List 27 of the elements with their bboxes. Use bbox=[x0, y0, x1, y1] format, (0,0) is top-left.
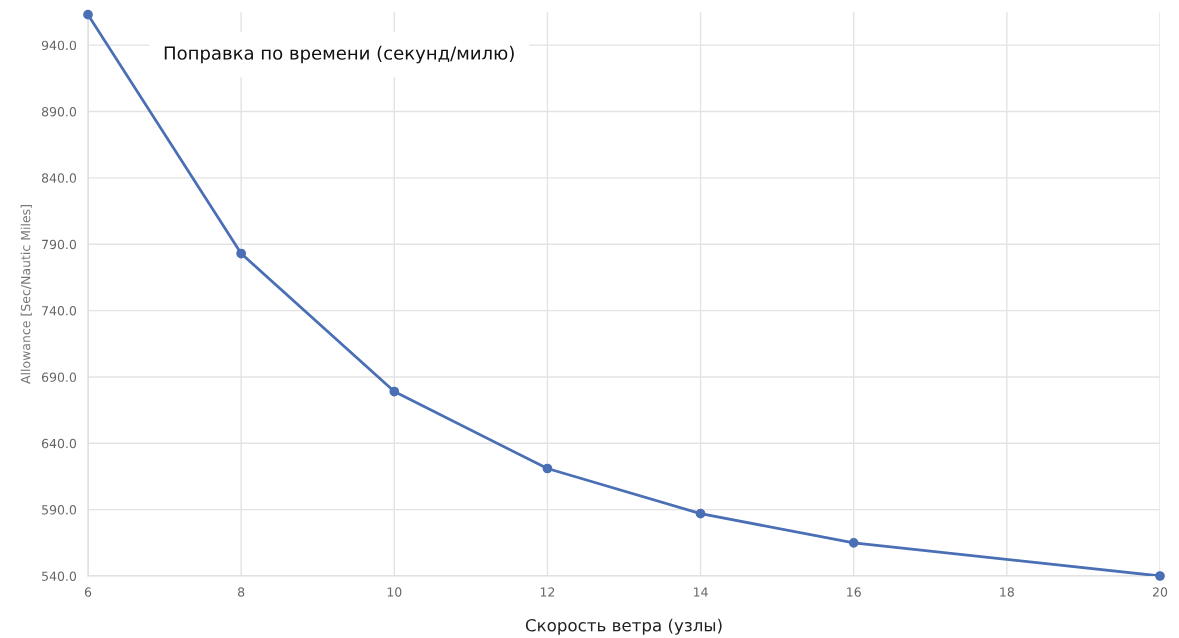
point bbox=[695, 508, 706, 519]
point bbox=[542, 463, 553, 474]
y-tick-label: 940.0 bbox=[41, 40, 77, 51]
y-tick-label: 590.0 bbox=[42, 505, 77, 515]
y-tick-label: 790.0 bbox=[42, 239, 77, 250]
x-tick-label: 20 bbox=[1152, 587, 1168, 597]
y-tick-label: 640.0 bbox=[41, 438, 77, 449]
x-tick-label: 14 bbox=[693, 587, 708, 597]
y-tick-label: 740.0 bbox=[42, 306, 77, 316]
y-tick-label: 540.0 bbox=[42, 571, 77, 581]
point bbox=[848, 537, 859, 548]
y-tick-label: 890.0 bbox=[41, 107, 77, 117]
x-axis-title: Скорость ветра (узлы) bbox=[525, 618, 722, 635]
x-tick-label: 18 bbox=[1000, 587, 1014, 597]
x-tick-label: 8 bbox=[238, 587, 245, 597]
y-tick-label: 840.0 bbox=[41, 173, 77, 183]
point bbox=[83, 9, 93, 20]
x-tick-label: 6 bbox=[84, 587, 92, 597]
point bbox=[236, 248, 247, 259]
y-axis-title: Allowance [Sec/Nautic Miles] bbox=[20, 205, 32, 384]
x-tick-label: 10 bbox=[387, 587, 402, 597]
point bbox=[389, 386, 400, 397]
point bbox=[1155, 571, 1165, 581]
x-tick-label: 12 bbox=[540, 587, 555, 597]
x-tick-label: 16 bbox=[847, 587, 861, 597]
text: Поправка по времени (секунд/милю) bbox=[164, 45, 514, 64]
y-tick-label: 690.0 bbox=[41, 372, 77, 382]
